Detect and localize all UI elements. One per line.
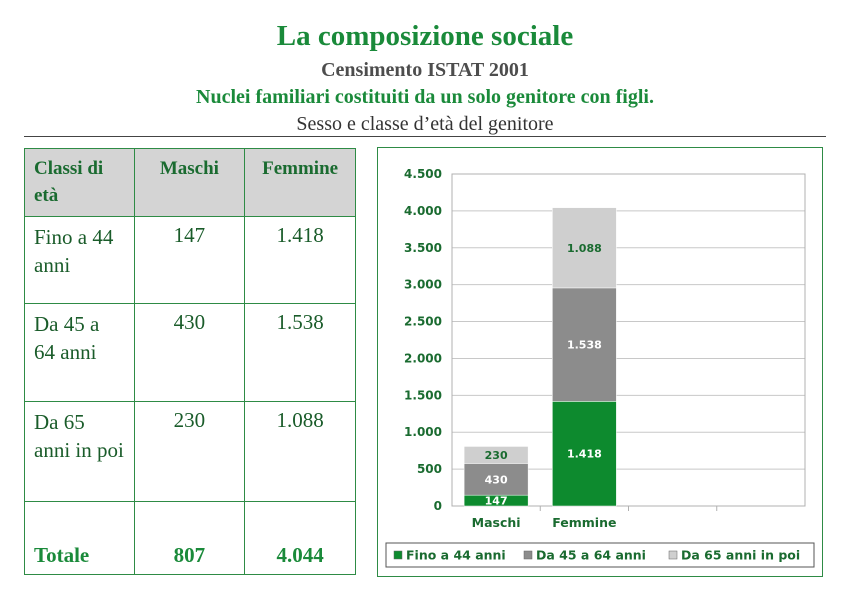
chart-frame: 0 500 1.000 1.500 2.000 2.500 3.000 3.500 4.000 4…	[377, 147, 823, 577]
data-label: 1.088	[567, 242, 602, 255]
bar-segment	[552, 287, 617, 402]
data-label: 230	[485, 449, 508, 462]
y-tick-label: 3.000	[404, 278, 442, 292]
legend-box	[385, 542, 815, 568]
page-subtitle: Censimento ISTAT 2001	[321, 59, 529, 81]
cell-maschi: 230	[133, 401, 246, 502]
data-label: 1.538	[567, 339, 602, 352]
row-label: Da 45 a 64 anni	[24, 303, 135, 402]
page-subtitle-2: Nuclei familiari costituiti da un solo g…	[196, 86, 654, 108]
data-label: 430	[485, 473, 508, 486]
x-tick-label: Femmine	[552, 515, 616, 530]
y-tick-label: 0	[434, 499, 442, 513]
legend-swatch	[668, 550, 678, 560]
data-table: Classi di età Maschi Femmine Fino a 44 a…	[24, 148, 356, 575]
column-header-classi: Classi di età	[24, 148, 135, 217]
page-subtitle-3: Sesso e classe d’età del genitore	[296, 113, 554, 135]
row-label: Da 65 anni in poi	[24, 401, 135, 502]
data-label: 147	[485, 495, 508, 508]
y-tick-label: 500	[417, 462, 442, 476]
data-label: 1.418	[567, 448, 602, 461]
legend-label: Da 45 a 64 anni	[536, 548, 646, 563]
legend-swatch	[523, 550, 533, 560]
bar-segment	[463, 463, 529, 496]
y-tick-label: 1.000	[404, 425, 442, 439]
table-row: Fino a 44 anni 147 1.418	[24, 216, 356, 304]
cell-femmine: 1.418	[244, 216, 356, 304]
y-tick-label: 3.500	[404, 241, 442, 255]
y-tick-label: 4.500	[404, 167, 442, 181]
total-femmine: 4.044	[244, 501, 356, 575]
legend-label: Da 65 anni in poi	[681, 548, 800, 563]
page-title: La composizione sociale	[276, 20, 574, 52]
y-tick-label: 2.000	[404, 351, 442, 365]
title-divider	[24, 136, 826, 137]
stacked-bar-chart: 0 500 1.000 1.500 2.000 2.500 3.000 3.500 4.000 4…	[385, 167, 815, 568]
cell-maschi: 147	[133, 216, 246, 304]
y-tick-label: 2.500	[404, 315, 442, 329]
cell-maschi: 430	[133, 303, 246, 402]
row-label: Fino a 44 anni	[24, 216, 135, 304]
cell-femmine: 1.088	[244, 401, 356, 502]
column-header-femmine: Femmine	[244, 148, 356, 217]
legend-label: Fino a 44 anni	[406, 548, 506, 563]
y-tick-label: 4.000	[404, 204, 442, 218]
bar-segment	[463, 446, 529, 464]
table-total-row: Totale 807 4.044	[24, 501, 356, 575]
table-header-row: Classi di età Maschi Femmine	[24, 148, 356, 217]
cell-femmine: 1.538	[244, 303, 356, 402]
legend-swatch	[393, 550, 403, 560]
x-tick-label: Maschi	[472, 515, 521, 530]
bar-segment	[552, 401, 617, 507]
column-header-maschi: Maschi	[133, 148, 246, 217]
total-label: Totale	[24, 501, 135, 575]
table-row: Da 45 a 64 anni 430 1.538	[24, 303, 356, 402]
bar-segment	[552, 207, 617, 289]
table-row: Da 65 anni in poi 230 1.088	[24, 401, 356, 502]
y-tick-label: 1.500	[404, 388, 442, 402]
total-maschi: 807	[133, 501, 246, 575]
